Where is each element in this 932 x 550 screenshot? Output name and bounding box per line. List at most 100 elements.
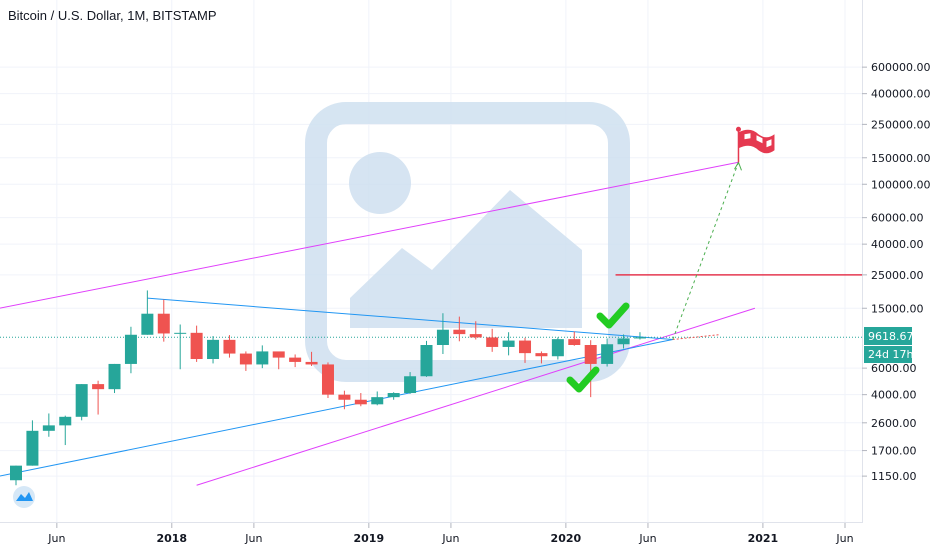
candle-body [321, 364, 334, 395]
countdown-value: 24d 17h [868, 348, 913, 361]
candle-body [338, 394, 351, 400]
y-tick-label: 25000.00 [871, 269, 924, 282]
candle [502, 332, 515, 356]
candle-body [59, 416, 72, 426]
candle-body [633, 337, 646, 339]
candle [420, 340, 433, 377]
candle [387, 392, 400, 400]
candle-body [469, 334, 482, 338]
candle [535, 351, 548, 364]
y-tick-label: 150000.00 [871, 152, 931, 165]
candle-body [239, 353, 252, 365]
y-tick-label: 100000.00 [871, 178, 931, 191]
x-tick-label: Jun [638, 532, 656, 545]
projection-arrow [672, 162, 739, 340]
candle [486, 328, 499, 352]
candle-body [371, 397, 384, 405]
candle-body [551, 339, 564, 357]
flag-checker [744, 133, 772, 148]
check-bottom-icon [566, 366, 600, 393]
candle [59, 415, 72, 446]
y-tick-label: 2600.00 [871, 417, 917, 430]
last-price-value: 9618.67 [868, 330, 914, 343]
chart-title: Bitcoin / U.S. Dollar, 1M, BITSTAMP [8, 8, 217, 23]
candle [124, 326, 137, 374]
candle-body [387, 393, 400, 398]
y-tick-label: 400000.00 [871, 88, 931, 101]
candle [272, 351, 285, 370]
candle [338, 390, 351, 410]
candle-body [141, 313, 154, 335]
y-tick-label: 60000.00 [871, 212, 924, 225]
candle-body [453, 329, 466, 335]
candle [453, 316, 466, 342]
candle [469, 321, 482, 340]
candle [289, 354, 302, 368]
x-tick-label: Jun [835, 532, 853, 545]
time-axis-bg [0, 523, 932, 550]
candle-body [601, 344, 614, 364]
x-tick-label: 2020 [551, 532, 582, 545]
candle [305, 351, 318, 367]
price-axis-bg [862, 0, 932, 523]
candle [10, 465, 22, 486]
x-tick-label: Jun [244, 532, 262, 545]
y-tick-label: 4000.00 [871, 389, 917, 402]
candle [174, 324, 187, 370]
candle-body [26, 430, 39, 466]
y-tick-label: 1150.00 [871, 470, 917, 483]
candle-body [519, 340, 532, 354]
candles [10, 290, 646, 486]
candle-body [207, 339, 220, 360]
candle-body [584, 344, 597, 364]
check-top-icon [596, 302, 630, 329]
candle-body [617, 338, 630, 345]
x-tick-label: 2018 [156, 532, 187, 545]
candle-body [568, 339, 581, 345]
channel-lower-line [196, 307, 756, 486]
candle [601, 338, 614, 367]
ascending-trendline [0, 339, 673, 477]
candle [633, 332, 646, 340]
y-tick-label: 15000.00 [871, 302, 924, 315]
candle-body [157, 313, 170, 334]
candle [223, 335, 236, 358]
drawings [0, 161, 862, 486]
flag-knob [735, 126, 741, 132]
tradingview-logo-icon[interactable] [13, 486, 35, 508]
y-tick-label: 6000.00 [871, 362, 917, 375]
candle-body [272, 351, 285, 358]
candle [551, 337, 564, 360]
last-price-tag: 9618.67 24d 17h [864, 327, 914, 363]
candle [617, 334, 630, 349]
x-tick-label: Jun [47, 532, 65, 545]
candle [371, 391, 384, 406]
overlay [566, 126, 775, 393]
candle-body [289, 357, 302, 362]
arrow-head [734, 161, 742, 171]
candle [157, 299, 170, 342]
candle-body [535, 353, 548, 357]
candle [141, 290, 154, 335]
candle-body [305, 361, 318, 365]
time-axis[interactable]: Jun 2018 Jun 2019 Jun 2020 Jun 2021 Jun [47, 523, 854, 545]
y-tick-label: 250000.00 [871, 118, 931, 131]
x-tick-label: Jun [441, 532, 459, 545]
grid [0, 0, 862, 523]
candle [207, 336, 220, 364]
candle [26, 420, 39, 466]
candle-body [42, 425, 55, 431]
candle-body [124, 334, 137, 364]
candle [108, 363, 121, 394]
candle-body [436, 329, 449, 345]
image-watermark [305, 102, 630, 382]
candle-body [75, 384, 88, 417]
x-tick-label: 2019 [354, 532, 385, 545]
y-tick-label: 600000.00 [871, 61, 931, 74]
candle-body [190, 332, 203, 360]
candle [404, 372, 417, 394]
candle-body [108, 363, 121, 390]
price-axis[interactable]: 600000.00 400000.00 250000.00 150000.00 1000… [862, 61, 931, 483]
y-tick-label: 40000.00 [871, 238, 924, 251]
